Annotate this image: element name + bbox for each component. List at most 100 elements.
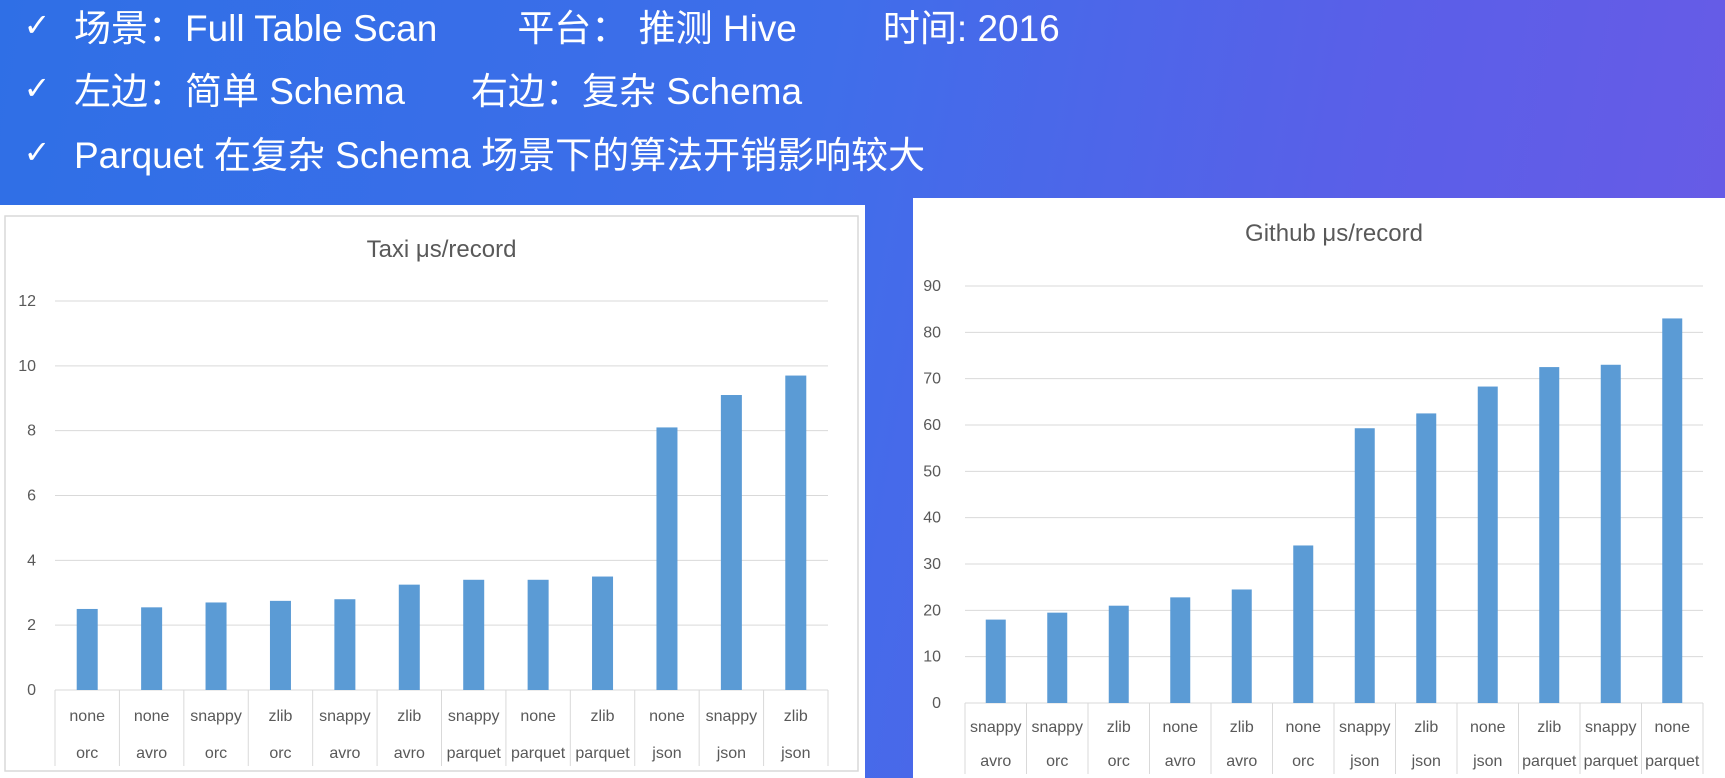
x-tick-label-format: json bbox=[651, 745, 681, 762]
x-tick-label-compression: none bbox=[1162, 719, 1198, 736]
bullet-item: ✓ 左边：简单 Schema 右边：复杂 Schema bbox=[20, 63, 802, 113]
x-tick-label-compression: none bbox=[69, 708, 105, 725]
y-tick-label: 60 bbox=[923, 417, 941, 434]
bar bbox=[76, 608, 98, 690]
github-chart: Github μs/record 0 10 20 30 40 50 60 70 80 90 snapp… bbox=[923, 220, 1704, 774]
x-tick-label-format: json bbox=[780, 745, 810, 762]
check-icon: ✓ bbox=[23, 7, 51, 43]
bar bbox=[1662, 318, 1683, 703]
x-tick-label-compression: snappy bbox=[1585, 719, 1637, 736]
y-tick-label: 6 bbox=[27, 488, 36, 505]
bar bbox=[1170, 597, 1191, 703]
check-icon: ✓ bbox=[23, 134, 51, 170]
x-tick-label-compression: snappy bbox=[970, 719, 1022, 736]
x-tick-label-format: avro bbox=[1165, 753, 1196, 770]
parquet-note-text: Parquet 在复杂 Schema 场景下的算法开销影响较大 bbox=[74, 135, 926, 176]
x-tick-label-format: orc bbox=[205, 745, 227, 762]
platform-text: 平台： 推测 Hive bbox=[517, 8, 797, 49]
x-tick-label-format: parquet bbox=[1645, 753, 1700, 770]
chart-title: Taxi μs/record bbox=[367, 236, 517, 263]
x-tick-label-compression: none bbox=[1470, 719, 1506, 736]
x-tick-label-format: avro bbox=[1226, 753, 1257, 770]
x-tick-label-format: parquet bbox=[447, 745, 502, 762]
x-tick-label-compression: zlib bbox=[397, 708, 421, 725]
x-tick-label-compression: none bbox=[520, 708, 556, 725]
x-tick-label-compression: snappy bbox=[1339, 719, 1391, 736]
y-tick-label: 90 bbox=[923, 278, 941, 295]
bar bbox=[1293, 545, 1314, 703]
x-tick-label-format: parquet bbox=[1522, 753, 1577, 770]
right-schema-text: 右边：复杂 Schema bbox=[471, 71, 803, 112]
y-tick-label: 40 bbox=[923, 510, 941, 527]
x-tick-label-format: orc bbox=[269, 745, 291, 762]
y-tick-label: 10 bbox=[18, 358, 36, 375]
x-tick-label-format: parquet bbox=[575, 745, 630, 762]
bar bbox=[141, 607, 163, 690]
y-tick-label: 0 bbox=[932, 695, 941, 712]
chart-frame bbox=[4, 215, 859, 772]
x-tick-label-compression: none bbox=[649, 708, 685, 725]
x-tick-label-compression: zlib bbox=[591, 708, 615, 725]
bar bbox=[1477, 386, 1498, 703]
x-tick-label-compression: snappy bbox=[1031, 719, 1083, 736]
x-tick-label-format: orc bbox=[1108, 753, 1130, 770]
x-tick-label-compression: zlib bbox=[1230, 719, 1254, 736]
y-tick-label: 8 bbox=[27, 423, 36, 440]
x-tick-label-compression: zlib bbox=[1414, 719, 1438, 736]
bar bbox=[785, 375, 807, 690]
y-tick-label: 4 bbox=[27, 552, 36, 569]
bar bbox=[1600, 364, 1621, 703]
x-tick-label-format: json bbox=[1411, 753, 1441, 770]
bar bbox=[1539, 367, 1560, 703]
x-tick-label-compression: none bbox=[134, 708, 170, 725]
x-tick-label-format: json bbox=[1349, 753, 1379, 770]
bar bbox=[985, 619, 1006, 703]
bar bbox=[1231, 589, 1252, 703]
chart-title: Github μs/record bbox=[1245, 220, 1423, 247]
x-tick-label-format: avro bbox=[136, 745, 167, 762]
bar bbox=[527, 579, 549, 690]
y-tick-label: 80 bbox=[923, 324, 941, 341]
bar bbox=[656, 427, 678, 690]
y-tick-label: 0 bbox=[27, 682, 36, 699]
bullet-item: ✓ 场景：Full Table Scan 平台： 推测 Hive 时间: 201… bbox=[20, 0, 1060, 50]
x-tick-label-compression: zlib bbox=[784, 708, 808, 725]
y-tick-label: 50 bbox=[923, 463, 941, 480]
scenario-text: 场景：Full Table Scan bbox=[74, 8, 438, 49]
x-tick-label-compression: snappy bbox=[190, 708, 242, 725]
x-tick-label-compression: none bbox=[1654, 719, 1690, 736]
x-tick-label-compression: snappy bbox=[706, 708, 758, 725]
x-tick-label-format: avro bbox=[980, 753, 1011, 770]
x-tick-label-format: json bbox=[1472, 753, 1502, 770]
bar bbox=[720, 395, 742, 690]
taxi-chart: Taxi μs/record 0 2 4 6 8 10 12 none orc none avro sn… bbox=[4, 215, 859, 772]
bar bbox=[334, 599, 356, 690]
github-chart-card: Github μs/record 0 10 20 30 40 50 60 70 80 90 snapp… bbox=[913, 198, 1725, 778]
x-tick-label-format: orc bbox=[76, 745, 98, 762]
y-tick-label: 20 bbox=[923, 602, 941, 619]
y-tick-label: 10 bbox=[923, 649, 941, 666]
x-tick-label-compression: zlib bbox=[1537, 719, 1561, 736]
check-icon: ✓ bbox=[23, 70, 51, 106]
bar bbox=[205, 602, 227, 690]
bullet-item: ✓ Parquet 在复杂 Schema 场景下的算法开销影响较大 bbox=[20, 127, 926, 177]
bar bbox=[1108, 605, 1129, 703]
bar bbox=[269, 600, 291, 690]
y-tick-label: 12 bbox=[18, 293, 36, 310]
x-tick-label-format: avro bbox=[329, 745, 360, 762]
x-tick-label-format: parquet bbox=[1584, 753, 1639, 770]
x-tick-label-compression: zlib bbox=[268, 708, 292, 725]
y-tick-label: 2 bbox=[27, 617, 36, 634]
bar bbox=[592, 576, 614, 690]
bar bbox=[1354, 428, 1375, 703]
bar bbox=[1047, 612, 1068, 703]
x-tick-label-compression: snappy bbox=[448, 708, 500, 725]
bar bbox=[398, 584, 420, 690]
x-tick-label-format: parquet bbox=[511, 745, 566, 762]
bar bbox=[1416, 413, 1437, 703]
x-tick-label-format: json bbox=[716, 745, 746, 762]
x-tick-label-compression: none bbox=[1285, 719, 1321, 736]
y-tick-label: 70 bbox=[923, 371, 941, 388]
x-tick-label-format: avro bbox=[394, 745, 425, 762]
time-text: 时间: 2016 bbox=[882, 8, 1060, 49]
